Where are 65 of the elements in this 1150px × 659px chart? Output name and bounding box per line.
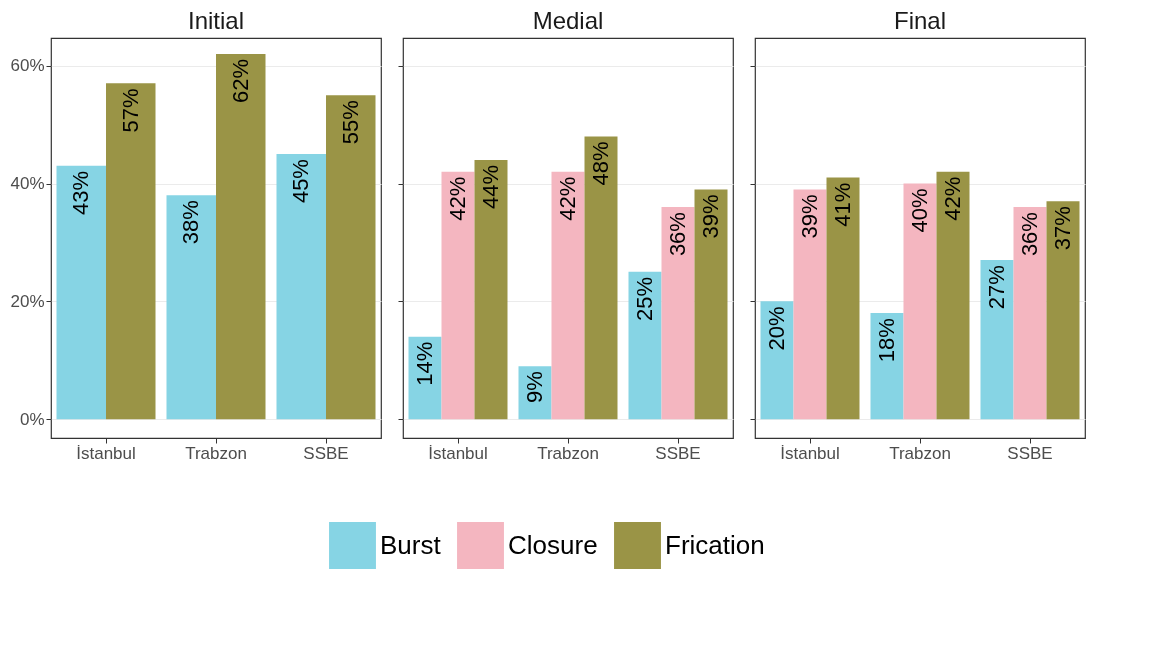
bar [661, 207, 695, 420]
bar [694, 189, 728, 420]
data-label: 37% [1050, 206, 1075, 251]
data-label: 57% [117, 88, 143, 133]
bar [326, 95, 376, 420]
bar [551, 171, 585, 420]
bar [584, 136, 618, 420]
bar [870, 313, 904, 420]
y-tick-label: 0% [19, 409, 45, 429]
bar [1013, 207, 1047, 420]
x-tick-label: Trabzon [889, 443, 951, 463]
data-label: 42% [445, 176, 470, 221]
bar [56, 165, 106, 420]
data-label: 36% [1017, 212, 1042, 257]
data-label: 38% [178, 200, 204, 245]
legend-label: Burst [380, 529, 442, 560]
y-tick-label: 60% [10, 56, 45, 76]
bar [936, 171, 970, 420]
x-tick-label: SSBE [1007, 443, 1053, 463]
x-tick-label: İstanbul [780, 443, 840, 463]
data-label: 14% [412, 341, 437, 386]
bar [628, 271, 662, 420]
bar [980, 260, 1014, 420]
x-tick-label: İstanbul [428, 443, 488, 463]
data-label: 20% [764, 306, 789, 351]
bar [106, 83, 156, 420]
chart-title: Medial [532, 7, 604, 34]
legend-label: Frication [665, 529, 765, 560]
x-tick-label: SSBE [303, 443, 349, 463]
x-tick-label: Trabzon [537, 443, 599, 463]
bar [826, 177, 860, 420]
legend-label: Closure [508, 529, 598, 560]
data-label: 40% [907, 188, 932, 233]
bar [276, 154, 326, 420]
data-label: 42% [555, 176, 580, 221]
bar [166, 195, 216, 420]
bar [216, 53, 266, 420]
data-label: 48% [588, 141, 613, 186]
data-label: 39% [797, 194, 822, 239]
chart-title: Initial [187, 7, 245, 34]
chart-title: Final [893, 7, 947, 34]
bar [441, 171, 475, 420]
bar [793, 189, 827, 420]
data-label: 27% [984, 265, 1009, 310]
x-tick-label: Trabzon [185, 443, 247, 463]
data-label: 39% [698, 194, 723, 239]
bar [474, 159, 508, 420]
data-label: 62% [227, 58, 253, 103]
data-label: 43% [68, 170, 94, 215]
bar [903, 183, 937, 420]
y-tick-label: 40% [10, 174, 45, 194]
bar [760, 301, 794, 420]
data-label: 55% [337, 100, 363, 145]
data-label: 44% [478, 164, 503, 209]
bar [1046, 201, 1080, 420]
data-label: 42% [940, 176, 965, 221]
data-label: 41% [830, 182, 855, 227]
y-tick-label: 20% [10, 291, 45, 311]
x-tick-label: SSBE [655, 443, 701, 463]
data-label: 36% [665, 212, 690, 257]
x-tick-label: İstanbul [76, 443, 136, 463]
data-label: 18% [874, 318, 899, 363]
data-label: 9% [522, 371, 547, 403]
data-label: 25% [632, 276, 657, 321]
data-label: 45% [288, 159, 314, 204]
